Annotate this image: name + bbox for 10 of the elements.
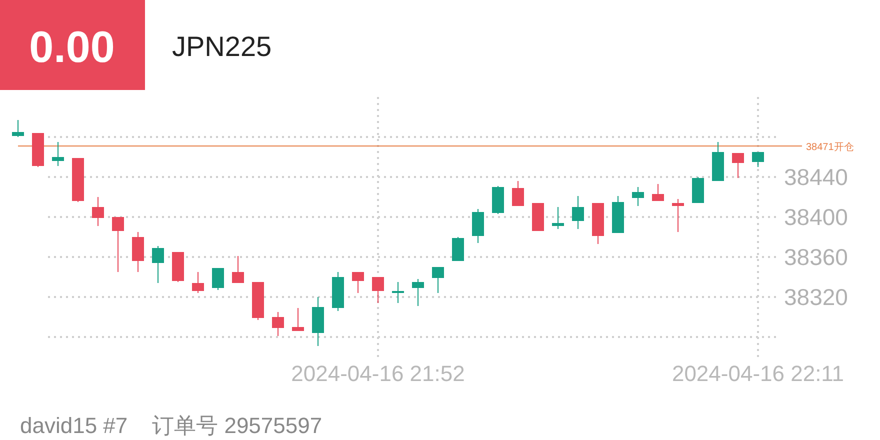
y-tick-label: 38400 xyxy=(784,204,848,230)
ref-line-label: 38471开仓 xyxy=(806,141,854,153)
y-tick-label: 38320 xyxy=(784,284,848,310)
chart-title: JPN225 xyxy=(172,31,272,62)
text: 0.00 xyxy=(29,23,115,72)
x-tick-label: 2024-04-16 22:11 xyxy=(672,361,844,386)
x-tick-label: 2024-04-16 21:52 xyxy=(291,361,465,386)
text: david15 #7 订单号 29575597 xyxy=(20,413,322,438)
y-tick-label: 38360 xyxy=(784,244,848,270)
y-tick-label: 38440 xyxy=(784,164,848,190)
